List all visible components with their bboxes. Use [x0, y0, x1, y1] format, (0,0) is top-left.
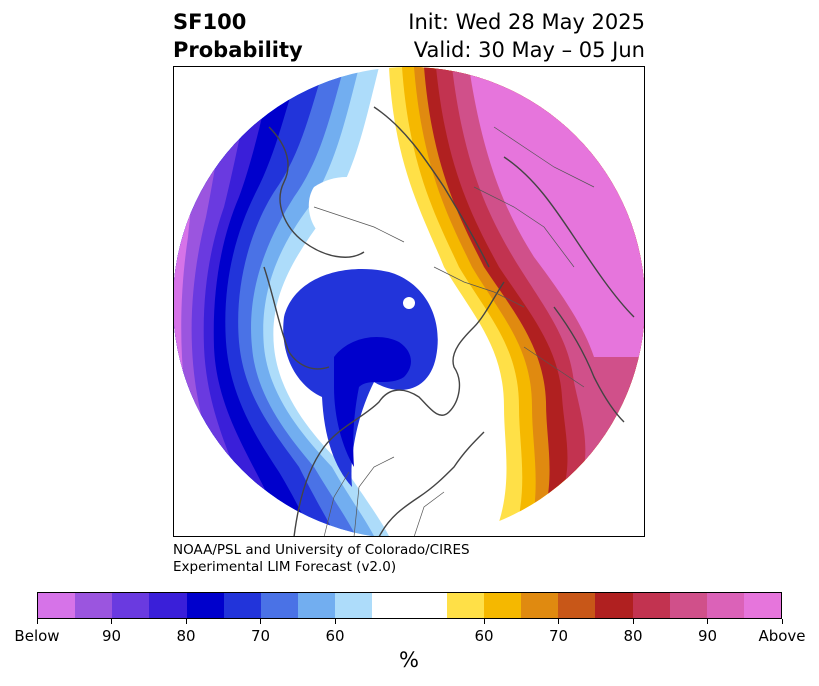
colorbar-tick-label: 60: [474, 627, 494, 645]
coastlines: [263, 106, 635, 536]
colorbar-swatch: [521, 593, 559, 618]
colorbar: [37, 592, 782, 619]
colorbar-tick-label: 70: [250, 627, 271, 645]
colorbar-swatch: [149, 593, 187, 618]
colorbar-tick-mark: [707, 619, 708, 624]
init-date: Init: Wed 28 May 2025: [408, 10, 645, 34]
map-dates: Init: Wed 28 May 2025 Valid: 30 May – 05…: [408, 8, 645, 64]
colorbar-swatch: [335, 593, 373, 618]
colorbar-swatch: [669, 593, 707, 618]
colorbar-tick-label: 90: [101, 627, 122, 645]
title-product: Probability: [173, 38, 303, 62]
colorbar-swatch: [75, 593, 113, 618]
colorbar-unit: %: [399, 648, 419, 672]
colorbar-swatch: [595, 593, 633, 618]
colorbar-tick-mark: [334, 619, 336, 624]
colorbar-tick-label: Below: [14, 627, 60, 645]
credit-line-2: Experimental LIM Forecast (v2.0): [173, 559, 397, 575]
colorbar-swatch: [409, 593, 447, 618]
colorbar-swatch: [298, 593, 336, 618]
colorbar-tick-label: 60: [325, 627, 345, 645]
colorbar-tick-label: 80: [623, 627, 643, 645]
credit-text: NOAA/PSL and University of Colorado/CIRE…: [173, 542, 470, 576]
colorbar-swatch: [743, 593, 782, 618]
colorbar-tick-mark: [781, 619, 783, 624]
colorbar-tick-mark: [483, 619, 485, 624]
political-borders: [313, 126, 595, 536]
colorbar-tick-label: 70: [548, 627, 569, 645]
polar-stereographic-map: [174, 67, 644, 536]
map-title: SF100 Probability: [173, 8, 303, 64]
colorbar-swatch: [260, 593, 299, 618]
colorbar-swatch: [632, 593, 670, 618]
colorbar-swatch: [558, 593, 596, 618]
valid-range: Valid: 30 May – 05 Jun: [413, 38, 645, 62]
north-pole-marker: [403, 297, 415, 309]
colorbar-swatch: [706, 593, 744, 618]
colorbar-swatch: [223, 593, 261, 618]
colorbar-tick-label: 90: [697, 627, 718, 645]
colorbar-tick-mark: [36, 619, 38, 624]
colorbar-tick-label: Above: [758, 627, 806, 645]
colorbar-swatch: [112, 593, 150, 618]
colorbar-swatch: [446, 593, 484, 618]
colorbar-tick-mark: [260, 619, 261, 624]
map-panel[interactable]: [173, 66, 645, 537]
colorbar-tick-mark: [185, 619, 187, 624]
credit-line-1: NOAA/PSL and University of Colorado/CIRE…: [173, 542, 470, 558]
colorbar-tick-mark: [558, 619, 559, 624]
colorbar-tick-mark: [632, 619, 634, 624]
colorbar-swatch: [372, 593, 410, 618]
colorbar-tick-mark: [111, 619, 112, 624]
colorbar-swatch: [186, 593, 224, 618]
colorbar-swatch: [483, 593, 522, 618]
colorbar-swatch: [38, 593, 76, 618]
colorbar-tick-label: 80: [176, 627, 196, 645]
title-variable: SF100: [173, 10, 247, 34]
